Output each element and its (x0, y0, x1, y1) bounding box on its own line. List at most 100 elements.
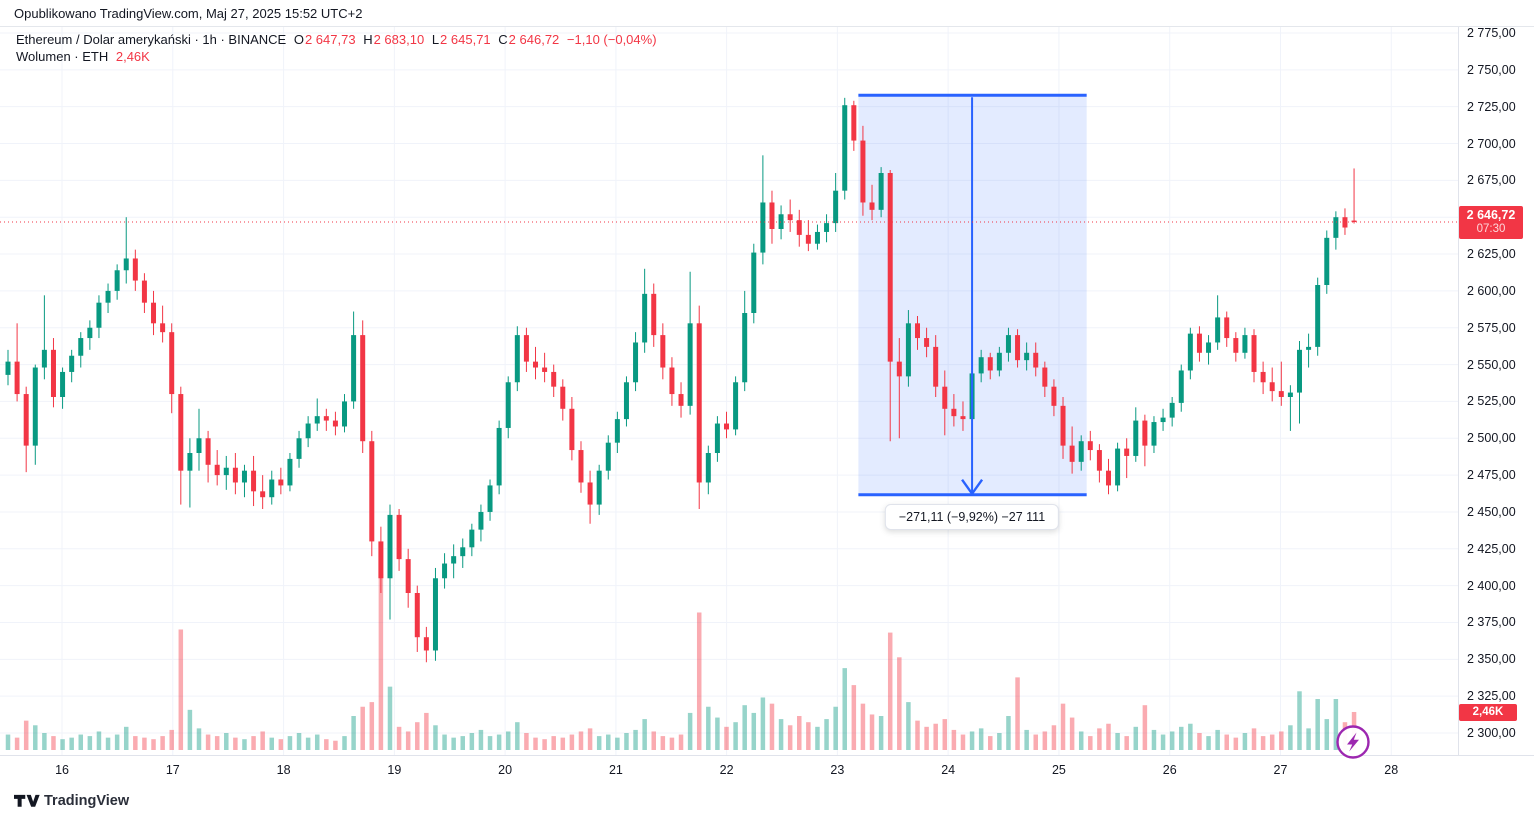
candle-body (1169, 402, 1175, 418)
candle-body (87, 327, 93, 339)
candle-body (114, 270, 120, 291)
candle-body (1124, 448, 1130, 456)
candle-body (824, 223, 830, 232)
candle-body (887, 173, 893, 362)
candle-body (996, 352, 1002, 371)
volume-bar (1215, 729, 1220, 750)
candle-body (187, 453, 193, 471)
candle-body (78, 338, 84, 356)
candle-body (1306, 346, 1312, 350)
volume-bar (169, 729, 174, 750)
candle-body (915, 323, 920, 339)
candle-body (32, 367, 38, 446)
candle-body (296, 438, 302, 459)
volume-bar (624, 733, 629, 750)
volume-bar (1297, 691, 1302, 750)
price-axis[interactable]: 2 775,00 2 750,00 2 725,00 2 700,00 2 675,00… (1458, 26, 1534, 755)
volume-bar (42, 733, 47, 750)
volume-bar (1124, 736, 1129, 750)
candle-body (1060, 405, 1066, 446)
candle-body (669, 367, 675, 395)
volume-bar (769, 703, 775, 750)
price-tick-label: 2 725,00 (1467, 99, 1516, 114)
volume-bar (1078, 731, 1084, 750)
volume-bar (824, 719, 829, 750)
candle-body (569, 408, 575, 451)
volume-bar (1160, 734, 1166, 750)
candle-body (1087, 441, 1093, 451)
time-tick-label: 17 (165, 763, 180, 777)
candle-body (1206, 342, 1212, 353)
candle-body (214, 464, 220, 476)
volume-bar (1097, 728, 1102, 750)
price-tick-label: 2 475,00 (1467, 468, 1516, 483)
volume-bar (960, 734, 966, 750)
candle-body (751, 252, 757, 313)
volume-bar (1115, 733, 1120, 750)
candle-body (96, 302, 102, 328)
candle-body (551, 371, 557, 387)
volume-bar (142, 737, 147, 750)
price-tick-label: 2 675,00 (1467, 173, 1516, 188)
candle-body (160, 323, 166, 333)
candle-body (687, 323, 693, 406)
volume-bar (87, 736, 93, 750)
candle-body (1178, 370, 1184, 403)
candle-body (542, 367, 548, 372)
volume-bar (342, 736, 347, 750)
candle-body (278, 479, 284, 486)
high-label: H (363, 32, 373, 47)
legend-row-symbol[interactable]: Ethereum / Dolar amerykański · 1h · BINA… (16, 31, 661, 48)
candle-body (1069, 445, 1075, 462)
volume-bar (751, 712, 757, 750)
candle-body (169, 332, 175, 395)
volume-bar (1060, 703, 1066, 750)
volume-bar (606, 734, 611, 750)
candle-body (1142, 420, 1148, 446)
candle-body (123, 258, 129, 271)
price-tick-label: 2 775,00 (1467, 26, 1516, 40)
candle-body (205, 438, 211, 465)
symbol-title: Ethereum / Dolar amerykański · 1h · BINA… (16, 32, 287, 47)
volume-bar (1306, 728, 1311, 750)
volume-bar (324, 739, 329, 750)
price-tick-label: 2 300,00 (1467, 726, 1516, 740)
volume-bar (1151, 729, 1157, 750)
open-label: O (293, 32, 304, 47)
volume-bar (433, 725, 438, 750)
price-tick-label: 2 400,00 (1467, 578, 1516, 593)
candle-body (478, 511, 484, 530)
legend-row-volume[interactable]: Wolumen · ETH 2,46K (16, 48, 661, 65)
volume-bar (1033, 734, 1038, 750)
candle-body (651, 293, 657, 336)
candle-body (796, 220, 802, 235)
open-value: 2 647,73 (304, 32, 356, 47)
volume-bar (687, 712, 693, 750)
candle-body (1260, 371, 1266, 383)
candle-body (378, 541, 384, 579)
candle-body (1042, 367, 1048, 387)
tradingview-logo-icon[interactable] (14, 793, 40, 809)
volume-bar (1324, 719, 1330, 750)
volume-bar (1006, 716, 1011, 750)
volume-bar (505, 731, 511, 750)
candle-body (287, 458, 293, 486)
volume-bar (1197, 733, 1202, 750)
candle-body (987, 357, 993, 371)
volume-bar (1015, 677, 1020, 750)
volume-bar (1142, 705, 1148, 750)
volume-bar (851, 685, 857, 750)
candle-body (896, 361, 902, 377)
flash-button[interactable] (1335, 724, 1371, 760)
candle-body (1115, 448, 1121, 486)
volume-label: Wolumen · ETH (16, 49, 109, 64)
price-tick-label: 2 375,00 (1467, 615, 1516, 630)
volume-bar (978, 728, 984, 750)
time-tick-label: 27 (1273, 763, 1288, 777)
tradingview-brand-text[interactable]: TradingView (44, 793, 130, 809)
candle-body (1233, 338, 1239, 353)
volume-bar (487, 736, 493, 750)
volume-bar (14, 737, 20, 750)
time-axis[interactable]: 16 17 18 19 20 21 22 23 24 25 26 27 28 (0, 755, 1534, 786)
